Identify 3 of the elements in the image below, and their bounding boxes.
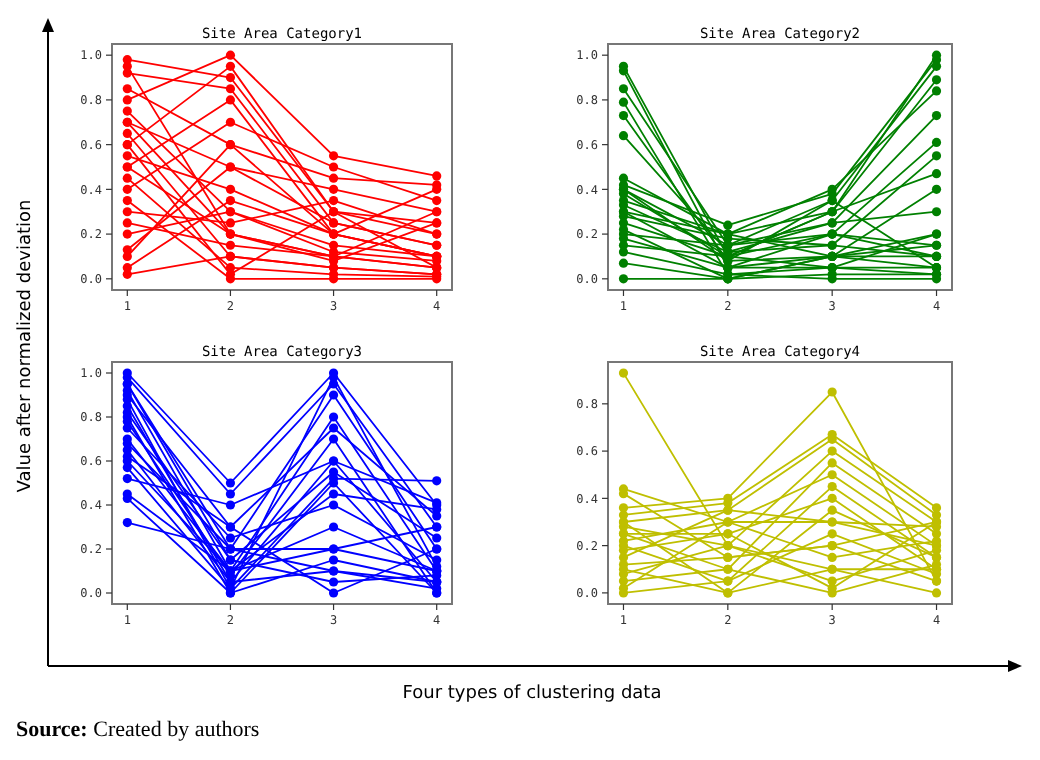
source-note: Source: Created by authors: [16, 718, 260, 742]
y-axis-title: Value after normalized deviation: [16, 199, 36, 493]
x-axis-title: Four types of clustering data: [402, 684, 662, 704]
